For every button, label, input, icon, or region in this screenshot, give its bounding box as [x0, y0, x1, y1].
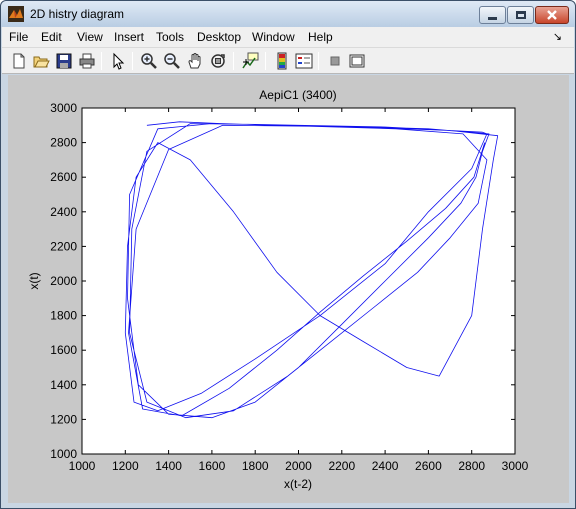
- x-tick-label: 2200: [328, 459, 355, 473]
- hide-plot-tools-icon[interactable]: [326, 52, 344, 70]
- legend-icon[interactable]: [295, 52, 313, 70]
- minimize-icon: [488, 16, 497, 20]
- x-tick-label: 2400: [372, 459, 399, 473]
- chart-title: AepiC1 (3400): [259, 88, 336, 102]
- save-icon[interactable]: [55, 52, 73, 70]
- menu-tools[interactable]: Tools: [156, 30, 185, 44]
- toolbar-separator: [318, 52, 319, 70]
- maximize-icon: [515, 11, 526, 19]
- trajectory-lines: [124, 121, 499, 419]
- minimize-button[interactable]: [479, 6, 506, 24]
- x-tick-label: 2000: [285, 459, 312, 473]
- toolbar-separator: [132, 52, 133, 70]
- edit-plot-arrow-icon[interactable]: [109, 52, 127, 70]
- x-tick-label: 1000: [69, 459, 96, 473]
- y-tick-label: 3000: [50, 101, 77, 115]
- y-tick-label: 1000: [50, 447, 77, 461]
- x-tick-label: 1800: [242, 459, 269, 473]
- toolbar-separator: [265, 52, 266, 70]
- zoom-out-icon[interactable]: [163, 52, 181, 70]
- x-tick-label: 2800: [458, 459, 485, 473]
- close-icon: [547, 10, 557, 20]
- menu-desktop[interactable]: Desktop: [197, 30, 242, 44]
- menu-bar: File Edit View Insert Tools Desktop Wind…: [2, 27, 574, 48]
- y-tick-label: 1600: [50, 343, 77, 357]
- open-file-icon[interactable]: [32, 52, 50, 70]
- toolbar-separator: [101, 52, 102, 70]
- y-axis-ticks: 1000 1200 1400 1600 1800 2000 2200 2400 2600 2800…: [50, 101, 515, 461]
- menu-help[interactable]: Help: [308, 30, 333, 44]
- y-tick-label: 2800: [50, 136, 77, 150]
- menu-insert[interactable]: Insert: [114, 30, 145, 44]
- show-plot-tools-icon[interactable]: [348, 52, 366, 70]
- print-icon[interactable]: [78, 52, 96, 70]
- new-figure-icon[interactable]: [10, 52, 28, 70]
- y-tick-label: 2600: [50, 170, 77, 184]
- series-line-0: [124, 121, 499, 419]
- plot-canvas: 1000 1200 1400 1600 1800 2000 2200 2400 2600 2800…: [27, 88, 529, 491]
- data-cursor-icon[interactable]: [241, 52, 259, 70]
- dock-arrow-icon[interactable]: ↘: [552, 31, 562, 43]
- x-axis-label: x(t-2): [284, 477, 312, 491]
- x-tick-label: 1400: [155, 459, 182, 473]
- menu-edit[interactable]: Edit: [41, 30, 62, 44]
- y-tick-label: 2200: [50, 239, 77, 253]
- menu-window[interactable]: Window: [252, 30, 295, 44]
- y-tick-label: 2000: [50, 274, 77, 288]
- zoom-in-icon[interactable]: [140, 52, 158, 70]
- matlab-figure-icon: [8, 6, 24, 22]
- menu-view[interactable]: View: [77, 30, 103, 44]
- x-tick-label: 1200: [112, 459, 139, 473]
- y-tick-label: 2400: [50, 205, 77, 219]
- title-bar[interactable]: 2D histry diagram: [1, 1, 575, 27]
- x-axis-ticks: 1000 1200 1400 1600 1800 2000 2200 2400 2600 2800…: [69, 108, 529, 473]
- y-tick-label: 1200: [50, 412, 77, 426]
- colorbar-icon[interactable]: [273, 52, 291, 70]
- y-tick-label: 1800: [50, 309, 77, 323]
- window-title: 2D histry diagram: [30, 7, 125, 21]
- maximize-button[interactable]: [507, 6, 534, 24]
- x-tick-label: 3000: [502, 459, 529, 473]
- x-tick-label: 1600: [199, 459, 226, 473]
- figure-canvas[interactable]: 1000 1200 1400 1600 1800 2000 2200 2400 2600 2800…: [8, 75, 569, 503]
- y-axis-label: x(t): [27, 272, 41, 289]
- rotate-3d-icon[interactable]: [209, 52, 227, 70]
- pan-hand-icon[interactable]: [186, 52, 204, 70]
- figure-toolbar: [2, 48, 574, 74]
- x-tick-label: 2600: [415, 459, 442, 473]
- y-tick-label: 1400: [50, 378, 77, 392]
- close-button[interactable]: [535, 6, 569, 24]
- toolbar-separator: [233, 52, 234, 70]
- menu-file[interactable]: File: [9, 30, 29, 44]
